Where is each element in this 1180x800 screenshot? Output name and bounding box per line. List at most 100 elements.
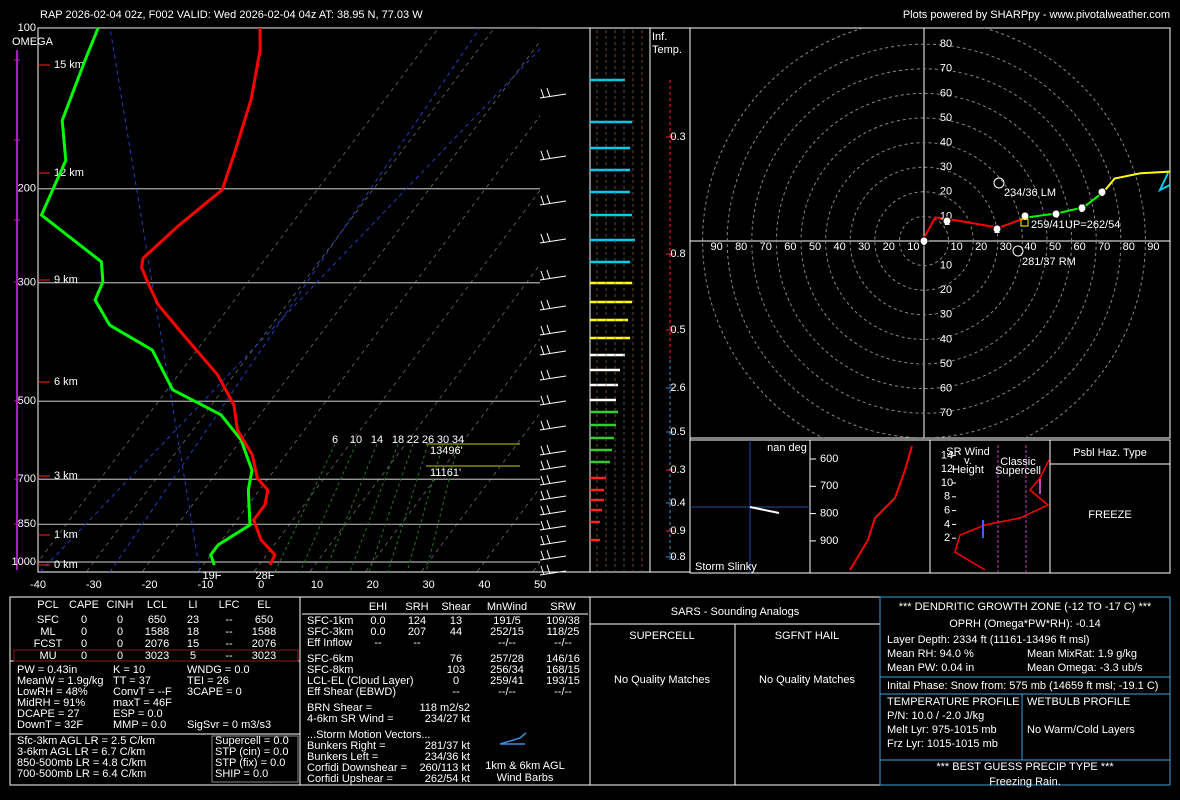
inferred-value: 0.9 — [670, 525, 685, 537]
pressure-tick-label: 100 — [18, 22, 36, 34]
parcel-cell: -- — [225, 638, 233, 650]
dgz-title: *** DENDRITIC GROWTH ZONE (-12 TO -17 C)… — [899, 601, 1152, 613]
wind-barb — [546, 394, 551, 405]
inferred-value: 0.8 — [670, 248, 685, 260]
height-marker-label: 3 — [1022, 211, 1028, 223]
hodo-ring-label: 70 — [760, 241, 772, 253]
motion-value: 260/113 kt — [419, 762, 470, 774]
mean-wind — [1020, 218, 1029, 227]
motion-value: 234/36 kt — [425, 751, 470, 763]
motion-label: Corfidi Downshear = — [307, 762, 407, 774]
dgz-stat: Mean Omega: -3.3 ub/s — [1027, 662, 1143, 674]
thetae-tick-label: 900 — [820, 535, 838, 547]
parcel-cell: SFC — [37, 614, 59, 626]
precip-type: Freezing Rain. — [989, 776, 1061, 788]
hodo-ring-label: 30 — [1000, 241, 1012, 253]
kinematic-cell: 168/15 — [546, 664, 580, 676]
hodo-ring-label: 60 — [784, 241, 796, 253]
index-value: MeanW = 1.9g/kg — [17, 675, 104, 687]
profile-line: P/N: 10.0 / -2.0 J/kg — [887, 710, 984, 722]
wind-barb — [539, 495, 567, 501]
motion-label: Bunkers Left = — [307, 751, 378, 763]
hodo-ring-label: 50 — [940, 358, 952, 370]
kinematic-cell: 193/15 — [546, 675, 580, 687]
row-highlight — [13, 649, 299, 662]
composite-index: STP (cin) = 0.0 — [215, 746, 288, 758]
kinematic-cell: --/-- — [554, 686, 572, 698]
inferred-title: Inf. — [652, 31, 667, 43]
kinematic-stat-value: 234/27 kt — [425, 713, 470, 725]
hodo-ring-label: 40 — [1024, 241, 1036, 253]
pressure-tick-label: 200 — [18, 183, 36, 195]
kinematic-cell: 109/38 — [546, 615, 580, 627]
height-label: 0 km — [54, 559, 78, 571]
parcel-cell: 2076 — [252, 638, 276, 650]
wind-barb — [539, 480, 567, 486]
barb-label: 1km & 6km AGL — [485, 760, 564, 772]
wind-barb — [539, 200, 567, 206]
index-value: K = 10 — [113, 664, 145, 676]
hodo-ring — [849, 166, 999, 316]
kinematic-label: LCL-EL (Cloud Layer) — [307, 675, 414, 687]
hodo-ring-label: 20 — [975, 241, 987, 253]
dgz-stat: Layer Depth: 2334 ft (11161-13496 ft msl… — [887, 634, 1090, 646]
hodo-ring-label: 40 — [940, 137, 952, 149]
wind-barb — [540, 475, 545, 486]
hodo-ring — [874, 191, 974, 291]
wind-barb — [540, 505, 545, 516]
wind-barb — [546, 459, 551, 470]
index-value: PW = 0.43in — [17, 664, 77, 676]
wind-barb — [539, 450, 567, 456]
kinematic-cell: 259/41 — [490, 675, 524, 687]
wind-barb — [539, 540, 567, 546]
dgz-stat: Mean MixRat: 1.9 g/kg — [1027, 648, 1137, 660]
parcel-cell: ML — [40, 626, 55, 638]
hodo-ring-label: 70 — [940, 407, 952, 419]
kinematic-stat-label: 4-6km SR Wind = — [307, 713, 394, 725]
composite-index: Supercell = 0.0 — [215, 735, 289, 747]
inferred-value: 0.5 — [670, 324, 685, 336]
height-label: 9 km — [54, 274, 78, 286]
srwind-tick-label: 2 — [944, 532, 950, 544]
dgz-stat: Mean RH: 94.0 % — [887, 648, 974, 660]
hazard-frame — [1049, 439, 1171, 574]
parcel-cell: 2076 — [145, 638, 169, 650]
hodo-ring-label: 90 — [710, 241, 722, 253]
wind-barb — [539, 330, 567, 336]
srwind-tick-label: 14 — [941, 449, 953, 461]
profile-line: No Warm/Cold Layers — [1027, 724, 1135, 736]
thetae-tick-label: 700 — [820, 480, 838, 492]
temp-tick-label: -10 — [197, 579, 213, 591]
height-marker-label: 5 — [1079, 203, 1085, 215]
pressure-tick-label: 300 — [18, 277, 36, 289]
inferred-value: 0.3 — [670, 464, 685, 476]
height-marker-label: 4 — [1053, 209, 1059, 221]
kinematic-label: SFC-8km — [307, 664, 353, 676]
wind-barb — [539, 570, 567, 576]
pressure-tick-label: 700 — [18, 473, 36, 485]
wind-barb — [546, 87, 551, 98]
wind-barb — [546, 489, 551, 500]
hodo-ring-label: 80 — [1123, 241, 1135, 253]
surface-temp: 28F — [256, 570, 275, 582]
kinematic-header: Shear — [441, 601, 471, 613]
isotherm — [364, 338, 540, 572]
wind-barb — [540, 565, 545, 576]
parcel-cell: 0 — [81, 638, 87, 650]
lapse-rate: Sfc-3km AGL LR = 2.5 C/km — [17, 735, 155, 747]
index-value: ESP = 0.0 — [113, 708, 163, 720]
temp-tick-label: -40 — [30, 579, 46, 591]
hodo-ring-label: 30 — [940, 161, 952, 173]
composite-index: STP (fix) = 0.0 — [215, 757, 285, 769]
kinematic-header: SRH — [405, 601, 428, 613]
wind-barb — [546, 344, 551, 355]
motion-value: 262/54 kt — [425, 773, 470, 785]
kinematic-label: SFC-6km — [307, 653, 353, 665]
parcel-cell: 0 — [117, 650, 123, 662]
index-value: MMP = 0.0 — [113, 719, 166, 731]
wind-barb — [546, 269, 551, 280]
lapse-rate: 3-6km AGL LR = 6.7 C/km — [17, 746, 145, 758]
wind-barb — [539, 375, 567, 381]
oprh: OPRH (Omega*PW*RH): -0.14 — [949, 618, 1101, 630]
mixing-ratio-line — [406, 443, 444, 572]
